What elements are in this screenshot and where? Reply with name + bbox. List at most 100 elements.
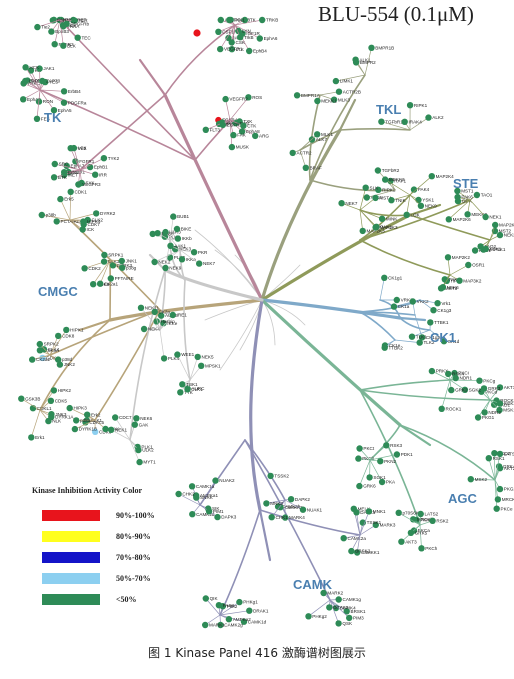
agc-sub-branch — [359, 389, 421, 526]
kinase-node — [50, 107, 58, 114]
cmgc-leaf-branch — [92, 259, 111, 285]
kinase-node — [398, 538, 405, 545]
kinase-label: p38a — [80, 418, 91, 423]
kinase-node — [240, 122, 247, 129]
kinase-label: MAP2K1 — [487, 247, 506, 252]
tk-leaf-branch — [39, 89, 65, 104]
kinase-node — [102, 425, 109, 433]
tkl-sub-branch — [299, 129, 341, 151]
kinase-label: MAP2K4 — [436, 174, 455, 179]
ste-sub-branch — [409, 214, 491, 241]
camk-trunk-tip — [258, 508, 272, 562]
kinase-node — [471, 247, 479, 254]
kinase-node — [34, 23, 41, 31]
kinase-label: NEK2 — [504, 233, 514, 238]
other-leaf-branch — [110, 429, 131, 441]
kinase-node — [219, 121, 227, 129]
kinase-label: FGR — [57, 18, 67, 23]
ste-leaf-branch — [391, 194, 411, 201]
kinase-label: ACTR2 — [297, 151, 313, 156]
tk-leaf-branch — [39, 89, 65, 92]
agc-leaf-branch — [359, 459, 371, 487]
kinase-label: ARG — [259, 134, 269, 139]
kinase-label: MNK2 — [270, 501, 283, 506]
kinase-node — [372, 194, 379, 202]
tk-leaf-branch — [234, 19, 263, 26]
kinase-label: MUSK — [236, 145, 250, 150]
kinase-node — [40, 346, 48, 353]
kinase-node — [428, 367, 436, 375]
kinase-label: VEGFR2 — [229, 97, 248, 102]
kinase-node — [332, 77, 340, 85]
kinase-node — [92, 428, 99, 435]
agc-leaf-branch — [494, 479, 499, 500]
kinase-node — [73, 417, 80, 424]
other-sub-branch — [179, 249, 186, 281]
legend-swatch-blue — [42, 552, 100, 563]
kinase-label: CAMK2d — [196, 512, 215, 517]
kinase-label: BTK — [58, 175, 68, 180]
kinase-label: TNK1 — [233, 18, 245, 23]
kinase-label: CDK2 — [88, 266, 101, 271]
kinase-node — [438, 405, 445, 412]
kinase-label: WEE1 — [181, 352, 194, 357]
kinase-node — [268, 514, 275, 521]
tk-leaf-branch — [79, 157, 105, 171]
kinase-label: EphA6 — [264, 36, 278, 41]
agc-leaf-branch — [494, 452, 496, 481]
kinase-node — [55, 356, 62, 363]
kinase-node — [372, 521, 379, 529]
legend-label: 90%-100% — [116, 511, 155, 520]
kinase-node — [74, 34, 81, 41]
other-leaf-branch — [159, 314, 174, 331]
kinase-node — [425, 114, 432, 121]
kinase-node — [452, 374, 459, 382]
kinase-label: MST1 — [461, 189, 474, 194]
kinase-label: GCK — [462, 199, 473, 204]
kinase-label: MINK — [386, 216, 398, 221]
kinase-label: PKCd — [485, 389, 497, 394]
kinase-label: CLK3 — [108, 259, 120, 264]
kinase-node — [228, 39, 235, 46]
kinase-label: NEK9 — [425, 203, 437, 208]
kinase-label: MLK1 — [321, 132, 333, 137]
kinase-node — [178, 256, 186, 263]
kinase-node — [133, 415, 140, 422]
kinase-label: MST2 — [499, 229, 512, 234]
kinase-node — [485, 455, 492, 462]
kinase-node — [217, 45, 224, 53]
kinase-node — [245, 94, 252, 101]
kinase-label: EphA7 — [71, 164, 85, 169]
tkl-sub-branch — [339, 127, 411, 131]
kinase-node — [335, 88, 343, 95]
kinase-label: GRK6 — [363, 484, 376, 489]
kinase-label: IGF1R — [246, 31, 260, 36]
kinase-node — [362, 184, 369, 191]
tk-leaf-branch — [234, 24, 261, 39]
kinase-node — [359, 227, 366, 235]
kinase-label: BUB1 — [177, 214, 189, 219]
cmgc-leaf-branch — [74, 419, 96, 430]
kinase-label: CSF1R — [222, 29, 238, 34]
tkl-leaf-branch — [335, 74, 366, 82]
kinase-node — [53, 218, 60, 225]
kinase-node — [482, 213, 489, 221]
kinase-node — [482, 245, 489, 253]
kinase-label: GSK3A — [44, 348, 60, 353]
kinase-label: PHKg1 — [243, 600, 258, 605]
kinase-label: LATS2 — [425, 512, 439, 517]
legend-title: Kinase Inhibition Activity Color — [32, 486, 143, 495]
kinase-label: PIM3 — [353, 616, 364, 621]
kinase-node — [375, 186, 382, 193]
kinase-node — [205, 508, 213, 515]
kinase-label: LIMK1 — [340, 79, 354, 84]
kinase-node — [355, 455, 362, 462]
kinase-node — [354, 549, 361, 556]
kinase-label: ASK1 — [490, 247, 502, 252]
kinase-node — [215, 602, 223, 609]
central-branch — [214, 249, 263, 301]
kinase-label: QSK — [342, 621, 353, 626]
kinase-label: ACTR2B — [343, 89, 361, 94]
kinase-node — [390, 303, 398, 310]
kinase-node — [56, 361, 64, 368]
